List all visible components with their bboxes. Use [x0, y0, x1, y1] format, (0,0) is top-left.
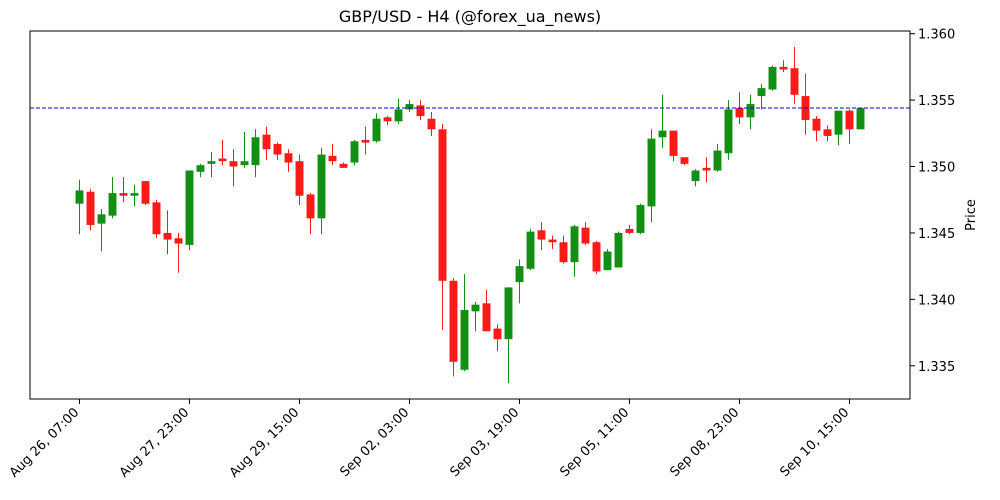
candle-body — [482, 303, 491, 332]
candle-body — [339, 163, 348, 168]
candle-body — [559, 242, 568, 263]
candle-body — [207, 161, 216, 164]
candle-body — [614, 232, 623, 268]
candle-body — [350, 141, 359, 163]
candle-body — [328, 155, 337, 162]
candle-body — [240, 161, 249, 166]
candle-body — [460, 309, 469, 370]
candle-body — [647, 138, 656, 207]
candle-body — [284, 153, 293, 163]
candle-body — [757, 88, 766, 97]
candle-body — [658, 130, 667, 138]
candle-body — [130, 193, 139, 196]
candle-body — [768, 66, 777, 90]
candle-body — [702, 167, 711, 171]
candle-body — [515, 266, 524, 283]
candle-body — [108, 193, 117, 216]
candle-body — [218, 158, 227, 162]
candle-body — [592, 242, 601, 272]
candle-body — [823, 129, 832, 136]
candle-body — [636, 205, 645, 233]
candle-body — [229, 161, 238, 167]
candle-body — [790, 68, 799, 95]
candle-body — [372, 118, 381, 142]
y-tick-label: 1.345 — [918, 227, 955, 242]
candle-body — [141, 181, 150, 204]
candle-body — [845, 110, 854, 130]
candle-body — [317, 154, 326, 219]
candle-body — [526, 231, 535, 269]
candle-body — [548, 239, 557, 243]
candle-body — [746, 104, 755, 118]
candle-body — [97, 214, 106, 224]
candle-body — [152, 202, 161, 235]
candle-body — [625, 228, 634, 233]
candle-body — [416, 105, 425, 117]
candle-body — [691, 170, 700, 182]
candle-body — [306, 194, 315, 219]
candle-body — [504, 287, 513, 340]
candle-body — [361, 139, 370, 143]
candle-body — [471, 304, 480, 312]
candle-body — [438, 129, 447, 281]
candle-body — [119, 193, 128, 196]
candle-body — [163, 232, 172, 240]
candle-body — [273, 143, 282, 155]
candle-body — [570, 226, 579, 263]
plot-frame — [29, 30, 911, 400]
candle-body — [196, 165, 205, 172]
candle-body — [713, 150, 722, 171]
candle-body — [735, 108, 744, 118]
candle-body — [603, 251, 612, 271]
candle-body — [295, 161, 304, 196]
candle-body — [680, 157, 689, 164]
candle-body — [449, 280, 458, 362]
y-tick-label: 1.340 — [918, 293, 955, 308]
candle-body — [174, 238, 183, 244]
chart-title: GBP/USD - H4 (@forex_ua_news) — [339, 7, 601, 27]
candle-body — [405, 104, 414, 110]
candle-body — [86, 191, 95, 225]
y-tick-label: 1.350 — [918, 161, 955, 176]
y-tick-label: 1.335 — [918, 360, 955, 375]
candle-body — [185, 170, 194, 245]
candle-body — [394, 109, 403, 122]
y-tick-label: 1.355 — [918, 94, 955, 109]
candle-body — [581, 227, 590, 244]
candle-body — [493, 328, 502, 340]
candle-body — [383, 117, 392, 122]
y-tick-label: 1.360 — [918, 28, 955, 43]
candle-body — [724, 109, 733, 154]
candle-body — [262, 134, 271, 150]
y-axis-label: Price — [964, 199, 979, 231]
candle-body — [812, 118, 821, 131]
candle-body — [75, 190, 84, 204]
candle-body — [537, 230, 546, 240]
candle-body — [427, 118, 436, 130]
candle-body — [779, 66, 788, 70]
candle-body — [834, 110, 843, 135]
candle-body — [251, 137, 260, 166]
candle-body — [669, 130, 678, 156]
candle-body — [856, 108, 865, 130]
